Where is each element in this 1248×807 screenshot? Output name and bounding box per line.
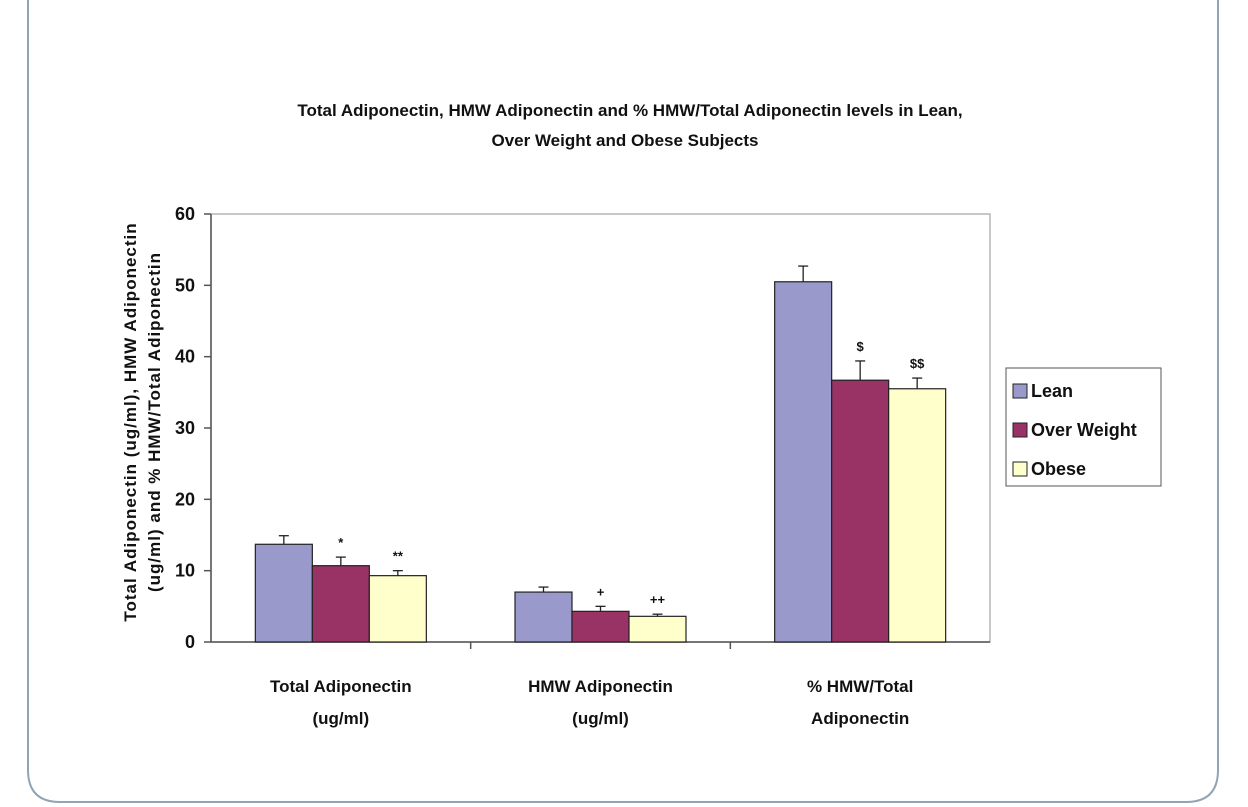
category-label: % HMW/Total <box>807 677 913 696</box>
legend-label: Over Weight <box>1031 420 1137 440</box>
y-axis-label: Total Adiponectin (ug/ml), HMW Adiponect… <box>121 222 164 621</box>
chart-title-line-1: Total Adiponectin, HMW Adiponectin and %… <box>297 101 962 120</box>
bar-over-weight <box>311 565 370 643</box>
y-tick-label: 50 <box>175 275 195 295</box>
significance-marker: ** <box>393 549 404 564</box>
category-label: Adiponectin <box>811 709 909 728</box>
bars <box>254 281 947 643</box>
chart-title: Total Adiponectin, HMW Adiponectin and %… <box>297 101 962 150</box>
significance-annotations: ***+++$$$ <box>338 339 925 607</box>
legend-box <box>1005 367 1162 487</box>
bar-obese <box>368 575 427 643</box>
significance-marker: $ <box>857 339 865 354</box>
significance-marker: * <box>338 535 344 550</box>
significance-marker: $$ <box>910 356 925 371</box>
y-tick-label: 60 <box>175 204 195 224</box>
legend-label: Obese <box>1031 459 1086 479</box>
bar-lean <box>254 543 313 643</box>
y-axis-label-line-2: (ug/ml) and % HMW/Total Adiponectin <box>145 252 164 592</box>
legend-swatch <box>1012 383 1028 399</box>
bar-lean <box>514 591 573 643</box>
category-label: (ug/ml) <box>572 709 629 728</box>
bar-over-weight <box>831 379 890 643</box>
legend-swatch <box>1012 422 1028 438</box>
legend: Lean Over Weight Obese <box>1005 367 1162 487</box>
significance-marker: ++ <box>650 592 666 607</box>
bar-lean <box>774 281 833 643</box>
chart-title-line-2: Over Weight and Obese Subjects <box>491 131 758 150</box>
axes: 0 10 20 30 40 50 60 <box>175 204 990 652</box>
category-label: (ug/ml) <box>313 709 370 728</box>
y-tick-label: 20 <box>175 489 195 509</box>
bar-obese <box>888 388 947 643</box>
y-tick-label: 30 <box>175 418 195 438</box>
error-bars <box>278 265 923 617</box>
bar-over-weight <box>571 610 630 643</box>
category-labels: Total Adiponectin (ug/ml) HMW Adiponectin (… <box>270 677 913 728</box>
category-label: Total Adiponectin <box>270 677 412 696</box>
y-axis-label-line-1: Total Adiponectin (ug/ml), HMW Adiponect… <box>121 222 140 621</box>
y-tick-label: 40 <box>175 347 195 367</box>
legend-label: Lean <box>1031 381 1073 401</box>
y-tick-label: 10 <box>175 561 195 581</box>
bar-obese <box>628 615 687 643</box>
legend-swatch <box>1012 461 1028 477</box>
outer-frame <box>27 0 1219 803</box>
significance-marker: + <box>597 584 605 599</box>
category-label: HMW Adiponectin <box>528 677 673 696</box>
y-tick-label: 0 <box>185 632 195 652</box>
